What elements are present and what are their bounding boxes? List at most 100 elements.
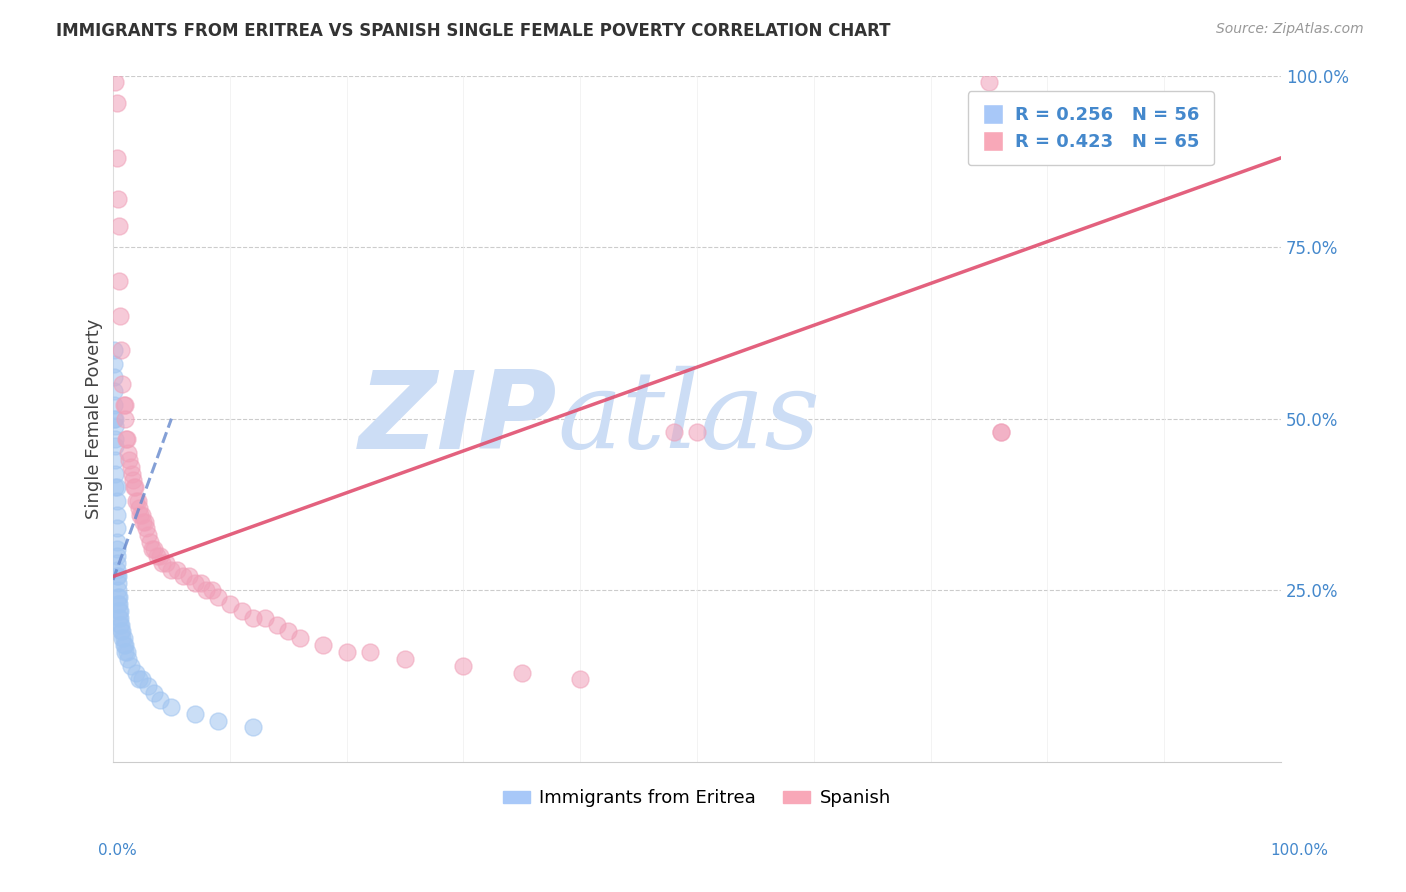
Point — [120, 459, 142, 474]
Point — [149, 693, 172, 707]
Point — [120, 658, 142, 673]
Point — [105, 521, 128, 535]
Point — [231, 604, 253, 618]
Point — [104, 452, 127, 467]
Point — [117, 652, 139, 666]
Point — [107, 192, 129, 206]
Point — [107, 597, 129, 611]
Point — [253, 610, 276, 624]
Text: ZIP: ZIP — [359, 366, 557, 472]
Point — [977, 75, 1000, 89]
Point — [139, 535, 162, 549]
Point — [149, 549, 172, 563]
Point — [127, 494, 149, 508]
Text: atlas: atlas — [557, 366, 820, 471]
Point — [107, 569, 129, 583]
Point — [117, 446, 139, 460]
Point — [394, 652, 416, 666]
Point — [104, 467, 127, 481]
Point — [112, 632, 135, 646]
Point — [114, 411, 136, 425]
Point — [107, 576, 129, 591]
Point — [125, 494, 148, 508]
Point — [114, 398, 136, 412]
Point — [105, 556, 128, 570]
Point — [121, 467, 143, 481]
Point — [135, 521, 157, 535]
Point — [108, 604, 131, 618]
Point — [105, 480, 128, 494]
Point — [131, 673, 153, 687]
Point — [103, 370, 125, 384]
Point — [172, 569, 194, 583]
Point — [108, 610, 131, 624]
Point — [136, 528, 159, 542]
Point — [108, 597, 131, 611]
Point — [105, 569, 128, 583]
Point — [108, 590, 131, 604]
Point — [129, 508, 152, 522]
Point — [141, 542, 163, 557]
Point — [122, 474, 145, 488]
Point — [105, 508, 128, 522]
Point — [569, 673, 592, 687]
Point — [103, 398, 125, 412]
Point — [453, 658, 475, 673]
Point — [125, 665, 148, 680]
Point — [115, 432, 138, 446]
Point — [110, 624, 132, 639]
Text: IMMIGRANTS FROM ERITREA VS SPANISH SINGLE FEMALE POVERTY CORRELATION CHART: IMMIGRANTS FROM ERITREA VS SPANISH SINGL… — [56, 22, 891, 40]
Point — [104, 418, 127, 433]
Point — [686, 425, 709, 440]
Point — [104, 411, 127, 425]
Point — [218, 597, 240, 611]
Point — [112, 638, 135, 652]
Point — [124, 480, 146, 494]
Point — [207, 590, 229, 604]
Point — [108, 274, 131, 288]
Point — [131, 508, 153, 522]
Point — [104, 439, 127, 453]
Point — [266, 617, 288, 632]
Point — [190, 576, 212, 591]
Point — [111, 624, 134, 639]
Point — [108, 617, 131, 632]
Point — [662, 425, 685, 440]
Point — [142, 686, 165, 700]
Point — [104, 432, 127, 446]
Point — [115, 645, 138, 659]
Point — [105, 549, 128, 563]
Point — [359, 645, 381, 659]
Y-axis label: Single Female Poverty: Single Female Poverty — [86, 318, 103, 519]
Point — [134, 515, 156, 529]
Point — [128, 673, 150, 687]
Point — [115, 432, 138, 446]
Point — [336, 645, 359, 659]
Point — [184, 576, 207, 591]
Point — [195, 583, 218, 598]
Point — [108, 604, 131, 618]
Point — [160, 699, 183, 714]
Point — [146, 549, 169, 563]
Point — [108, 219, 131, 234]
Text: Source: ZipAtlas.com: Source: ZipAtlas.com — [1216, 22, 1364, 37]
Point — [108, 610, 131, 624]
Point — [107, 590, 129, 604]
Point — [128, 500, 150, 515]
Point — [160, 563, 183, 577]
Point — [104, 75, 127, 89]
Point — [104, 480, 127, 494]
Point — [103, 384, 125, 399]
Point — [288, 632, 311, 646]
Point — [111, 632, 134, 646]
Point — [105, 95, 128, 110]
Point — [312, 638, 335, 652]
Point — [136, 679, 159, 693]
Text: 100.0%: 100.0% — [1271, 843, 1329, 858]
Point — [110, 617, 132, 632]
Point — [107, 583, 129, 598]
Legend: Immigrants from Eritrea, Spanish: Immigrants from Eritrea, Spanish — [496, 782, 898, 814]
Point — [201, 583, 224, 598]
Point — [184, 706, 207, 721]
Point — [105, 563, 128, 577]
